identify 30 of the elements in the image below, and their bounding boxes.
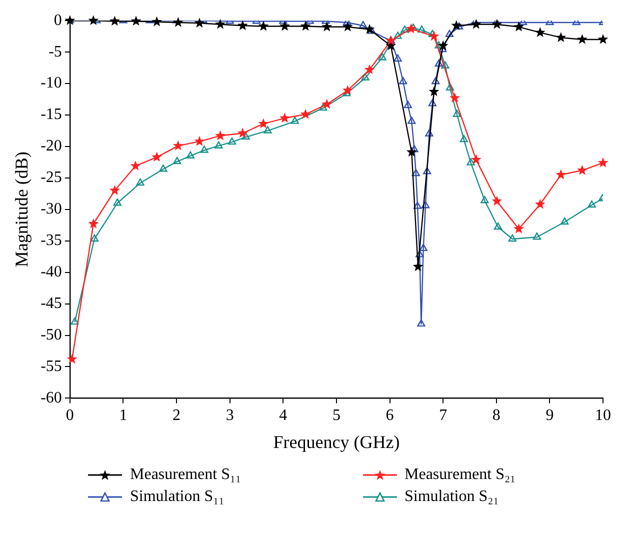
y-tick-label: -45 (40, 295, 62, 312)
x-tick-label: 9 (546, 407, 554, 424)
legend-label: Simulation S₁₁ (130, 488, 224, 505)
y-tick-label: 0 (54, 12, 62, 29)
y-tick-label: -30 (40, 200, 62, 218)
y-tick-label: -40 (40, 264, 62, 281)
x-axis-title: Frequency (GHz) (273, 432, 400, 452)
x-tick-label: 4 (279, 407, 288, 424)
y-tick-label: -5 (48, 43, 62, 60)
x-tick-label: 3 (226, 407, 234, 424)
x-tick-label: 6 (386, 407, 394, 424)
legend-label: Measurement S₁₁ (130, 466, 242, 483)
y-tick-label: -25 (40, 169, 62, 186)
y-tick-label: -10 (40, 74, 62, 92)
x-tick-label: 0 (66, 407, 74, 424)
legend-label: Measurement S₂₁ (404, 466, 516, 483)
y-tick-label: -15 (40, 106, 62, 124)
y-tick-label: -50 (40, 326, 62, 344)
x-tick-label: 8 (492, 407, 500, 424)
legend-label: Simulation S₂₁ (404, 488, 499, 505)
x-tick-label: 10 (595, 407, 611, 424)
y-axis-title: Magnitude (dB) (12, 152, 32, 268)
y-tick-label: -35 (40, 232, 62, 250)
y-tick-label: -20 (40, 138, 62, 155)
x-tick-label: 5 (332, 407, 340, 424)
x-tick-label: 1 (119, 407, 128, 424)
x-tick-label: 2 (172, 407, 181, 424)
y-tick-label: -55 (40, 358, 62, 375)
x-tick-label: 7 (439, 407, 448, 424)
y-tick-label: -60 (40, 389, 62, 406)
